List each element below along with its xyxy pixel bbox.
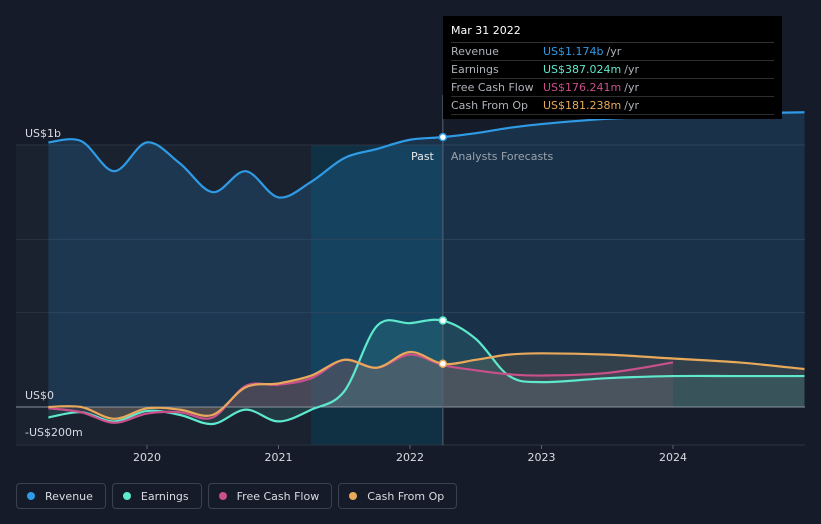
past-label: Past <box>411 150 435 163</box>
cash-from-op-area <box>48 351 805 419</box>
x-tick-label: 2020 <box>133 451 161 464</box>
earnings-marker <box>438 316 448 325</box>
x-tick-label: 2021 <box>265 451 293 464</box>
x-tick-label: 2024 <box>659 451 687 464</box>
tooltip-row: Free Cash Flow US$176.241m/yr <box>451 79 774 97</box>
y-label-bottom: -US$200m <box>25 426 83 439</box>
highlight-band <box>311 145 443 445</box>
legend-dot-icon <box>27 492 35 500</box>
tooltip-row-value: US$181.238m <box>543 99 622 112</box>
x-tick-label: 2022 <box>396 451 424 464</box>
legend-item-free-cash-flow[interactable]: Free Cash Flow <box>207 483 333 509</box>
tooltip-row-label: Cash From Op <box>451 99 529 112</box>
tooltip-row-unit: /yr <box>624 99 639 112</box>
legend-label: Cash From Op <box>367 489 445 503</box>
y-label-zero: US$0 <box>25 389 54 402</box>
cash-from-op-line <box>48 350 805 420</box>
legend-label: Free Cash Flow <box>236 489 320 503</box>
legend-dot-icon <box>122 492 131 500</box>
revenue-area <box>48 112 805 407</box>
tooltip-row: Earnings US$387.024m/yr <box>451 61 774 79</box>
series-markers <box>438 132 448 369</box>
tooltip-row-unit: /yr <box>624 81 639 94</box>
legend-item-revenue[interactable]: Revenue <box>16 483 106 509</box>
tooltip-row-value: US$387.024m <box>543 63 622 76</box>
tooltip-date: Mar 31 2022 <box>451 22 774 43</box>
legend-label: Revenue <box>45 489 93 503</box>
legend: Revenue Earnings Free Cash Flow Cash From O… <box>16 483 458 509</box>
tooltip-row-value: US$176.241m <box>543 81 622 94</box>
tooltip-row-unit: /yr <box>624 63 639 76</box>
x-tick-label: 2023 <box>528 451 556 464</box>
tooltip-row-label: Earnings <box>451 63 499 76</box>
legend-dot-icon <box>349 492 358 500</box>
legend-item-cash-from-op[interactable]: Cash From Op <box>338 483 458 509</box>
x-axis-ticks: 2020 2021 2022 2023 2024 <box>133 445 687 464</box>
tooltip-row: Cash From Op US$181.238m/yr <box>451 97 774 115</box>
tooltip: Mar 31 2022 Revenue US$1.174b/yr Earnings U… <box>443 16 782 119</box>
free-cash-flow-area <box>48 354 673 423</box>
legend-item-earnings[interactable]: Earnings <box>111 483 202 509</box>
earnings-line <box>48 318 805 426</box>
tooltip-row-label: Free Cash Flow <box>451 81 534 94</box>
tooltip-row-unit: /yr <box>606 45 622 58</box>
tooltip-row: Revenue US$1.174b/yr <box>451 43 774 61</box>
legend-dot-icon <box>218 492 227 500</box>
tooltip-rows: Revenue US$1.174b/yr Earnings US$387.024m/y… <box>451 43 774 115</box>
cash-from-op-marker <box>438 359 448 369</box>
forecast-label: Analysts Forecasts <box>451 150 554 163</box>
legend-label: Earnings <box>140 489 189 503</box>
y-label-top: US$1b <box>25 127 61 140</box>
earnings-area <box>48 319 805 425</box>
revenue-marker <box>438 132 448 142</box>
tooltip-row-value: US$1.174b <box>543 45 604 58</box>
series-areas <box>48 112 805 425</box>
tooltip-row-label: Revenue <box>451 45 499 58</box>
